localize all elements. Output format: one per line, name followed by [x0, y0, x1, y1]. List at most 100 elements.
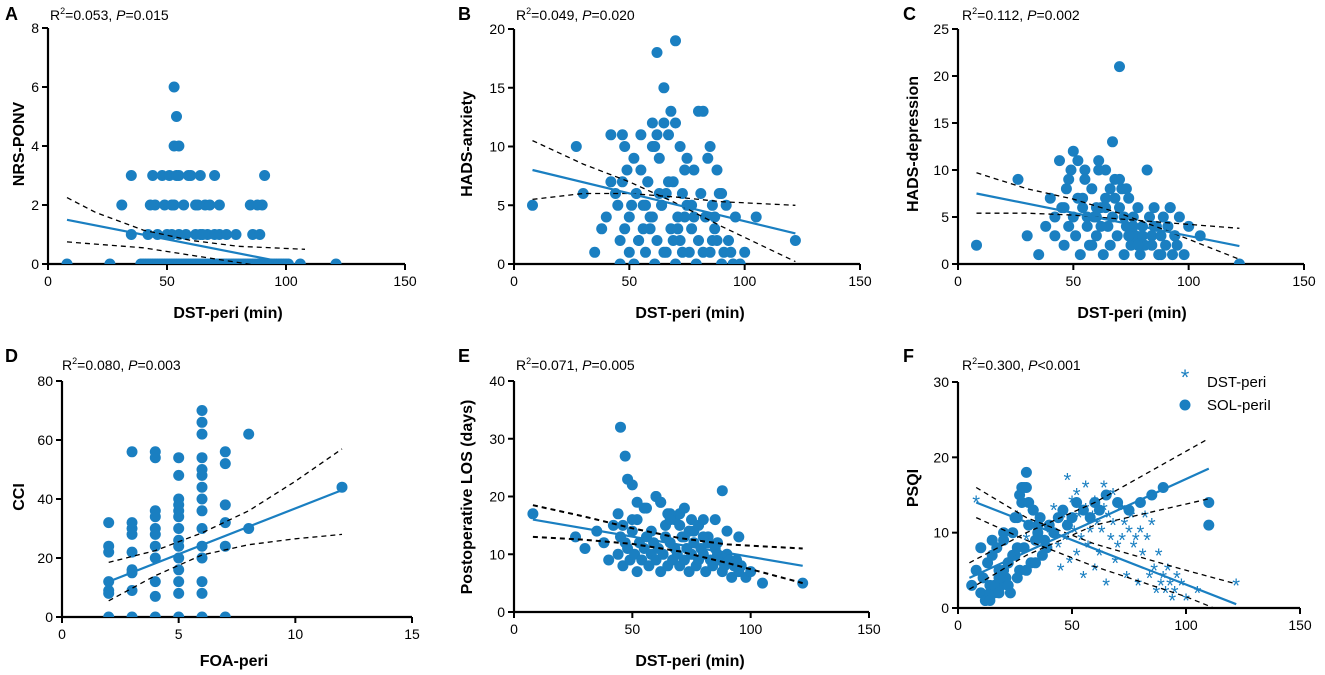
data-point — [196, 493, 208, 505]
data-point-asterisk: * — [1162, 583, 1170, 605]
data-point — [651, 235, 663, 246]
plot-marks-d — [103, 405, 348, 617]
y-tick-label-e: 0 — [497, 604, 505, 620]
data-point-asterisk: * — [1023, 530, 1031, 552]
x-tick-label-f: 150 — [1288, 617, 1312, 633]
confidence-band-lower — [532, 535, 803, 585]
data-point — [1057, 504, 1069, 516]
regression-line — [108, 489, 343, 583]
data-point — [1107, 136, 1118, 148]
data-point — [197, 229, 209, 240]
data-point — [670, 117, 681, 129]
data-point — [664, 514, 676, 526]
data-point — [1141, 164, 1153, 176]
data-point-asterisk: * — [1073, 545, 1081, 567]
data-point-asterisk: * — [1107, 530, 1115, 552]
data-point-asterisk: * — [1084, 538, 1092, 560]
data-point — [1164, 202, 1176, 214]
data-point — [579, 543, 591, 554]
data-point — [640, 199, 651, 211]
data-point — [1123, 230, 1135, 242]
panel-letter-b: B — [458, 4, 471, 24]
data-point — [589, 246, 601, 258]
data-point-asterisk: * — [1082, 478, 1090, 500]
data-point — [1049, 230, 1061, 242]
data-point — [670, 35, 681, 47]
data-point-asterisk: * — [1102, 575, 1110, 597]
data-point — [149, 540, 161, 552]
data-point — [149, 523, 161, 534]
data-point — [750, 211, 762, 223]
data-point — [709, 223, 721, 235]
data-point-asterisk: * — [1061, 530, 1069, 552]
legend-asterisk-marker: * — [1181, 365, 1190, 390]
data-point — [1063, 173, 1075, 185]
data-point — [1071, 497, 1083, 508]
data-point — [612, 508, 624, 520]
data-point — [739, 246, 751, 258]
data-point — [149, 590, 161, 602]
data-point-asterisk: * — [1050, 500, 1058, 522]
data-point — [1086, 183, 1098, 195]
data-point — [527, 199, 538, 211]
data-point — [149, 576, 161, 588]
plot-area-d: 0 5 10 15 0 20 40 60 80 — [37, 373, 420, 642]
data-point — [672, 223, 684, 235]
y-tick-label-e: 10 — [489, 546, 505, 562]
data-point — [720, 199, 732, 211]
data-point-asterisk: * — [1127, 508, 1135, 530]
data-point — [1114, 173, 1125, 185]
data-point — [1132, 239, 1144, 251]
regression-line — [975, 501, 1237, 606]
data-point — [1074, 249, 1086, 261]
data-point — [103, 540, 115, 552]
data-point — [103, 517, 115, 529]
panel-letter-c: C — [903, 4, 916, 24]
data-point — [709, 514, 721, 526]
data-point — [644, 211, 656, 223]
data-point — [641, 502, 652, 514]
data-point — [1002, 579, 1014, 591]
data-point-asterisk: * — [1077, 530, 1085, 552]
data-point-asterisk: * — [1105, 508, 1113, 530]
confidence-band-upper — [108, 448, 343, 564]
data-point — [173, 587, 185, 599]
data-point-asterisk: * — [1141, 508, 1149, 530]
data-point — [173, 140, 185, 152]
regression-line — [976, 192, 1240, 248]
data-point-asterisk: * — [1171, 583, 1179, 605]
data-point — [1021, 230, 1033, 242]
data-point — [646, 117, 658, 129]
data-point — [1032, 527, 1044, 539]
y-axis-title-e: Postoperative LOS (days) — [459, 400, 476, 595]
data-point — [173, 170, 185, 181]
data-point — [612, 548, 624, 560]
data-point — [614, 258, 626, 264]
confidence-band-upper — [976, 172, 1240, 260]
y-tick-label-c: 25 — [933, 21, 949, 37]
data-point — [966, 579, 978, 591]
data-point — [693, 105, 704, 117]
x-tick-label-b: 0 — [510, 273, 518, 289]
data-point-asterisk: * — [1114, 538, 1122, 560]
data-point — [1093, 504, 1105, 516]
plot-area-a: 0 50 100 150 0 2 4 6 8 — [31, 20, 417, 289]
data-point — [219, 446, 231, 458]
data-point — [1112, 497, 1124, 508]
data-point — [196, 481, 208, 493]
legend-label-dst-peri: DST-peri — [1207, 374, 1266, 391]
x-tick-label-e: 100 — [739, 621, 763, 637]
x-tick-label-e: 150 — [857, 621, 881, 637]
data-point — [1090, 230, 1102, 242]
y-tick-label-f: 30 — [933, 374, 949, 390]
data-point — [628, 152, 640, 164]
data-point-asterisk: * — [1139, 545, 1147, 567]
data-point-asterisk: * — [1130, 538, 1138, 560]
x-tick-label-b: 100 — [733, 273, 757, 289]
data-point-asterisk: * — [1054, 538, 1062, 560]
data-point — [196, 428, 208, 440]
data-point — [1104, 239, 1116, 251]
data-point — [635, 164, 647, 176]
confidence-band-line — [975, 486, 1237, 585]
data-point — [1100, 192, 1112, 204]
